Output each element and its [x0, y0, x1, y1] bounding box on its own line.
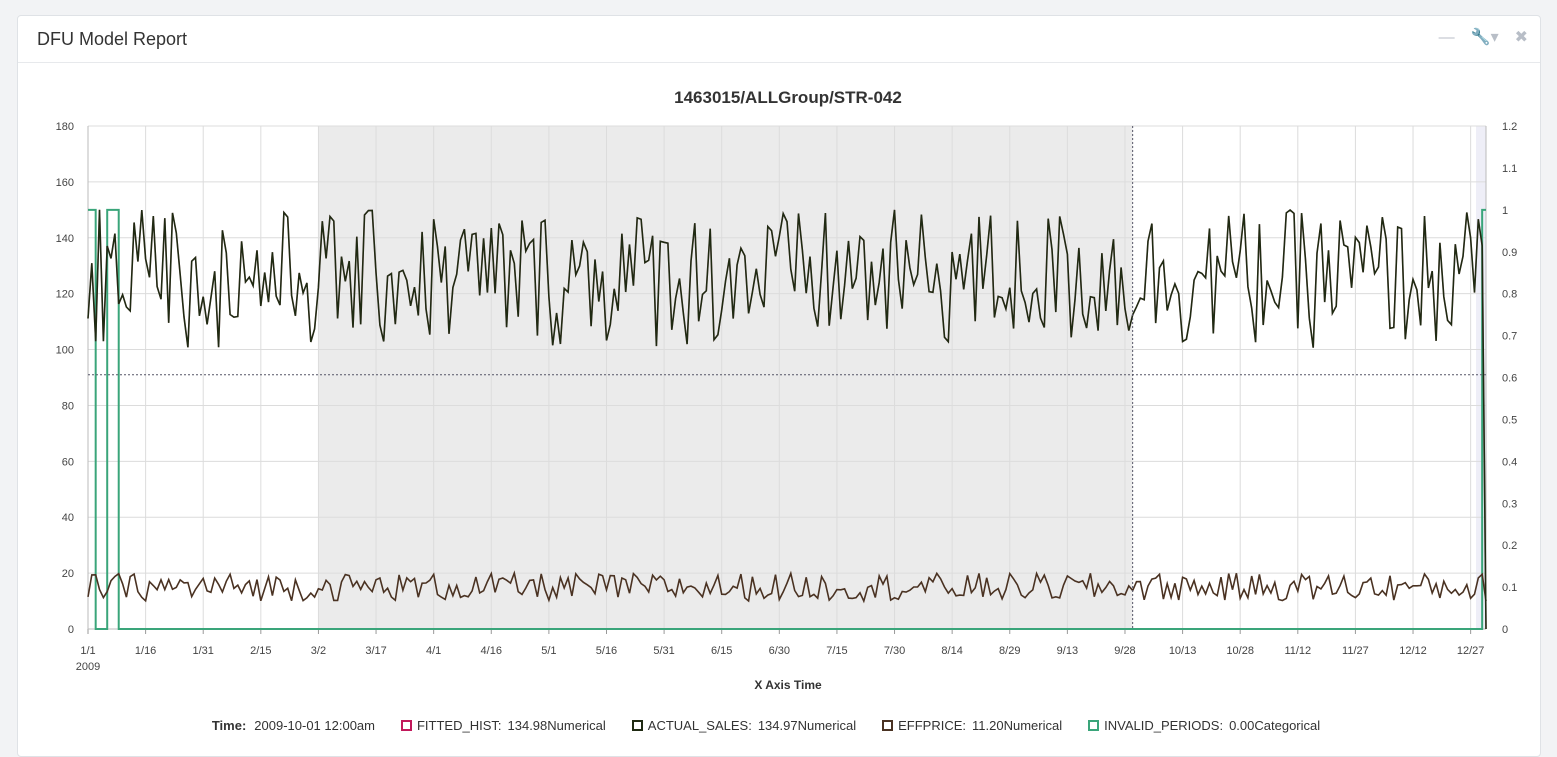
- x-tick-label: 6/30: [769, 645, 790, 657]
- x-tick-label: 3/17: [365, 645, 386, 657]
- legend-item-actual-sales[interactable]: ACTUAL_SALES: 134.97Numerical: [631, 718, 857, 733]
- y-left-tick-label: 120: [56, 289, 74, 301]
- x-tick-label: 8/29: [999, 645, 1020, 657]
- legend-item-name: INVALID_PERIODS:: [1104, 718, 1224, 733]
- chart-area[interactable]: 1463015/ALLGroup/STR-042 0 20 40 60 80 100 120 1…: [18, 63, 1540, 756]
- x-tick-label: 1/1: [80, 645, 95, 657]
- legend-item-invalid-periods[interactable]: INVALID_PERIODS: 0.00Categorical: [1088, 718, 1320, 733]
- legend-item-value: 134.97Numerical: [757, 718, 857, 733]
- y-right-tick-label: 0.8: [1502, 289, 1517, 301]
- y-right-tick-label: 0.9: [1502, 247, 1517, 259]
- x-tick-label: 6/15: [711, 645, 732, 657]
- x-tick-label: 9/13: [1057, 645, 1078, 657]
- series-effprice-line: [87, 570, 1487, 604]
- legend-item-name: ACTUAL_SALES:: [647, 718, 752, 733]
- x-tick-label: 10/28: [1226, 645, 1254, 657]
- x-tick-label: 9/28: [1114, 645, 1135, 657]
- shaded-region-end: [1476, 126, 1486, 629]
- x-tick-label: 2/15: [250, 645, 271, 657]
- x-tick-label: 4/1: [426, 645, 441, 657]
- y-right-tick-label: 0.5: [1502, 414, 1517, 426]
- legend-swatch: [631, 720, 643, 731]
- y-right-tick-label: 0.7: [1502, 331, 1517, 343]
- legend-item-name: EFFPRICE:: [898, 718, 967, 733]
- chart-title: 1463015/ALLGroup/STR-042: [674, 88, 902, 107]
- close-icon[interactable]: ✖: [1514, 29, 1528, 46]
- panel-header: DFU Model Report — 🔧▾ ✖: [18, 16, 1540, 63]
- x-year-label: 2009: [76, 661, 100, 673]
- y-left-tick-label: 140: [56, 233, 74, 245]
- panel-title: DFU Model Report: [37, 29, 188, 49]
- legend-item-value: 134.98Numerical: [507, 718, 606, 733]
- x-tick-label: 7/15: [826, 645, 847, 657]
- dfu-model-report-panel: DFU Model Report — 🔧▾ ✖ 1463015/ALLGroup…: [17, 15, 1541, 757]
- y-left-tick-label: 180: [56, 121, 74, 133]
- x-tick-label: 5/31: [653, 645, 674, 657]
- x-tick-label: 5/1: [541, 645, 556, 657]
- x-tick-label: 3/2: [311, 645, 326, 657]
- x-tick-label: 10/13: [1169, 645, 1197, 657]
- y-right-tick-label: 1: [1502, 205, 1508, 217]
- x-tick-label: 5/16: [596, 645, 617, 657]
- y-left-tick-label: 60: [62, 456, 74, 468]
- x-tick-label: 4/16: [481, 645, 502, 657]
- x-tick-label: 12/27: [1457, 645, 1485, 657]
- y-right-tick-label: 0.2: [1502, 540, 1517, 552]
- y-left-tick-label: 160: [56, 177, 74, 189]
- x-tick-label: 8/14: [941, 645, 962, 657]
- x-tick-label: 1/31: [193, 645, 214, 657]
- x-tick-label: 1/16: [135, 645, 156, 657]
- x-tick-label: 7/30: [884, 645, 905, 657]
- y-right-tick-label: 0.6: [1502, 373, 1517, 385]
- shaded-region: [318, 126, 1133, 629]
- minimize-icon[interactable]: —: [1438, 29, 1455, 46]
- y-right-tick-label: 0: [1502, 624, 1508, 636]
- x-axis-title: X Axis Time: [754, 678, 822, 692]
- wrench-icon[interactable]: 🔧▾: [1470, 29, 1499, 46]
- legend-swatch: [882, 720, 894, 731]
- y-left-tick-label: 100: [56, 345, 74, 357]
- legend-swatch: [400, 720, 412, 731]
- legend-time-label: Time:: [211, 718, 247, 733]
- x-tick-label: 11/27: [1342, 645, 1369, 657]
- legend-swatch: [1088, 720, 1100, 731]
- y-right-tick-label: 0.1: [1502, 582, 1517, 594]
- y-right-tick-label: 1.2: [1502, 121, 1517, 133]
- legend: Time: 2009-10-01 12:00am FITTED_HIST: 13…: [18, 718, 1540, 733]
- legend-item-effprice[interactable]: EFFPRICE: 11.20Numerical: [882, 718, 1062, 733]
- y-right-tick-label: 0.4: [1502, 456, 1517, 468]
- line-chart[interactable]: 1463015/ALLGroup/STR-042 0 20 40 60 80 100 120 1…: [18, 63, 1540, 713]
- legend-item-value: 0.00Categorical: [1229, 718, 1321, 733]
- panel-tools: — 🔧▾ ✖: [1439, 28, 1528, 48]
- legend-item-fitted-hist[interactable]: FITTED_HIST: 134.98Numerical: [400, 718, 606, 733]
- legend-item-value: 11.20Numerical: [972, 718, 1063, 733]
- series-actual-sales-line: [87, 208, 1487, 630]
- y-left-tick-label: 0: [68, 624, 74, 636]
- legend-time-value: 2009-10-01 12:00am: [254, 718, 375, 733]
- y-left-tick-label: 40: [62, 512, 74, 524]
- legend-item-name: FITTED_HIST:: [416, 718, 502, 733]
- x-tick-label: 11/12: [1284, 645, 1311, 657]
- x-tick-label: 12/12: [1399, 645, 1427, 657]
- y-left-tick-label: 80: [62, 400, 74, 412]
- y-right-tick-label: 1.1: [1502, 163, 1517, 175]
- series-invalid-periods-line: [88, 208, 1486, 630]
- y-left-tick-label: 20: [62, 568, 74, 580]
- y-right-tick-label: 0.3: [1502, 498, 1517, 510]
- legend-time: Time: 2009-10-01 12:00am: [212, 718, 375, 733]
